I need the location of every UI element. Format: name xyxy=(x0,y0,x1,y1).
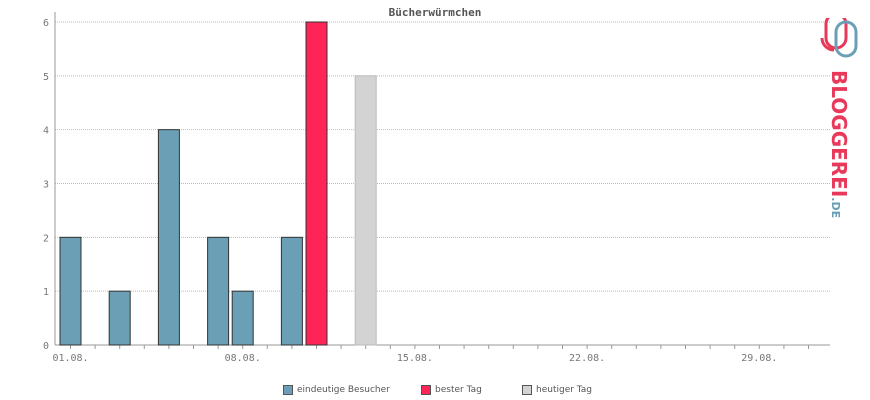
x-tick-label: 15.08. xyxy=(397,353,433,364)
y-tick-label: 6 xyxy=(43,18,49,29)
x-tick-label: 01.08. xyxy=(52,353,88,364)
bar xyxy=(207,236,230,346)
y-tick-label: 5 xyxy=(43,72,49,83)
x-tick-label: 08.08. xyxy=(225,353,261,364)
legend-label-today: heutiger Tag xyxy=(536,385,593,395)
legend-label-best-day: bester Tag xyxy=(435,385,482,395)
bar xyxy=(280,236,303,346)
legend-item-visitors: eindeutige Besucher xyxy=(283,385,390,395)
bloggerei-logo: BLOGGEREI.DE xyxy=(820,18,858,218)
y-tick-label: 4 xyxy=(43,126,49,137)
legend-swatch-best-day xyxy=(421,385,431,395)
bar xyxy=(231,290,254,346)
bloggerei-logo-text: BLOGGEREI.DE xyxy=(827,70,851,218)
bar-chart: 0 1 2 3 4 5 6 01.08. 08.08. 15.08. 22.08. 29.08. xyxy=(43,12,830,364)
y-tick-label: 2 xyxy=(43,233,49,244)
bar xyxy=(59,236,82,346)
x-tick-label: 29.08. xyxy=(741,353,777,364)
y-tick-label: 1 xyxy=(43,287,49,298)
legend-swatch-visitors xyxy=(283,385,293,395)
legend-swatch-today xyxy=(522,385,532,395)
bar xyxy=(108,290,131,346)
bar xyxy=(157,129,180,346)
legend: eindeutige Besucher bester Tag heutiger … xyxy=(0,385,870,399)
legend-item-today: heutiger Tag xyxy=(522,385,592,395)
bar xyxy=(354,75,377,346)
x-tick-label: 22.08. xyxy=(569,353,605,364)
legend-label-visitors: eindeutige Besucher xyxy=(297,385,390,395)
legend-item-best-day: bester Tag xyxy=(421,385,482,395)
y-tick-label: 0 xyxy=(43,341,49,352)
chart-title: Bücherwürmchen xyxy=(388,6,482,19)
y-tick-label: 3 xyxy=(43,180,49,191)
bar xyxy=(305,21,328,346)
